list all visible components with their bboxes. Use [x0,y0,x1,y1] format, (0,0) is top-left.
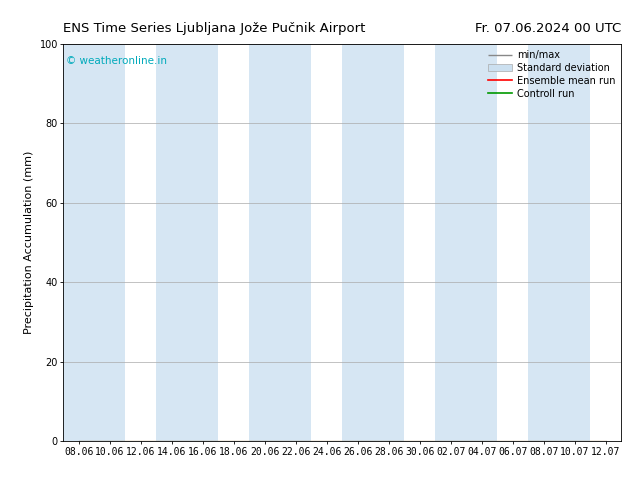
Bar [157,44,218,441]
Bar [63,44,126,441]
Text: ENS Time Series Ljubljana Jože Pučnik Airport: ENS Time Series Ljubljana Jože Pučnik Ai… [63,22,366,35]
Bar [528,44,590,441]
Text: Fr. 07.06.2024 00 UTC: Fr. 07.06.2024 00 UTC [475,22,621,35]
Bar [249,44,311,441]
Bar [342,44,404,441]
Text: © weatheronline.in: © weatheronline.in [66,56,167,66]
Legend: min/max, Standard deviation, Ensemble mean run, Controll run: min/max, Standard deviation, Ensemble me… [484,46,619,102]
Bar [436,44,497,441]
Y-axis label: Precipitation Accumulation (mm): Precipitation Accumulation (mm) [24,151,34,334]
